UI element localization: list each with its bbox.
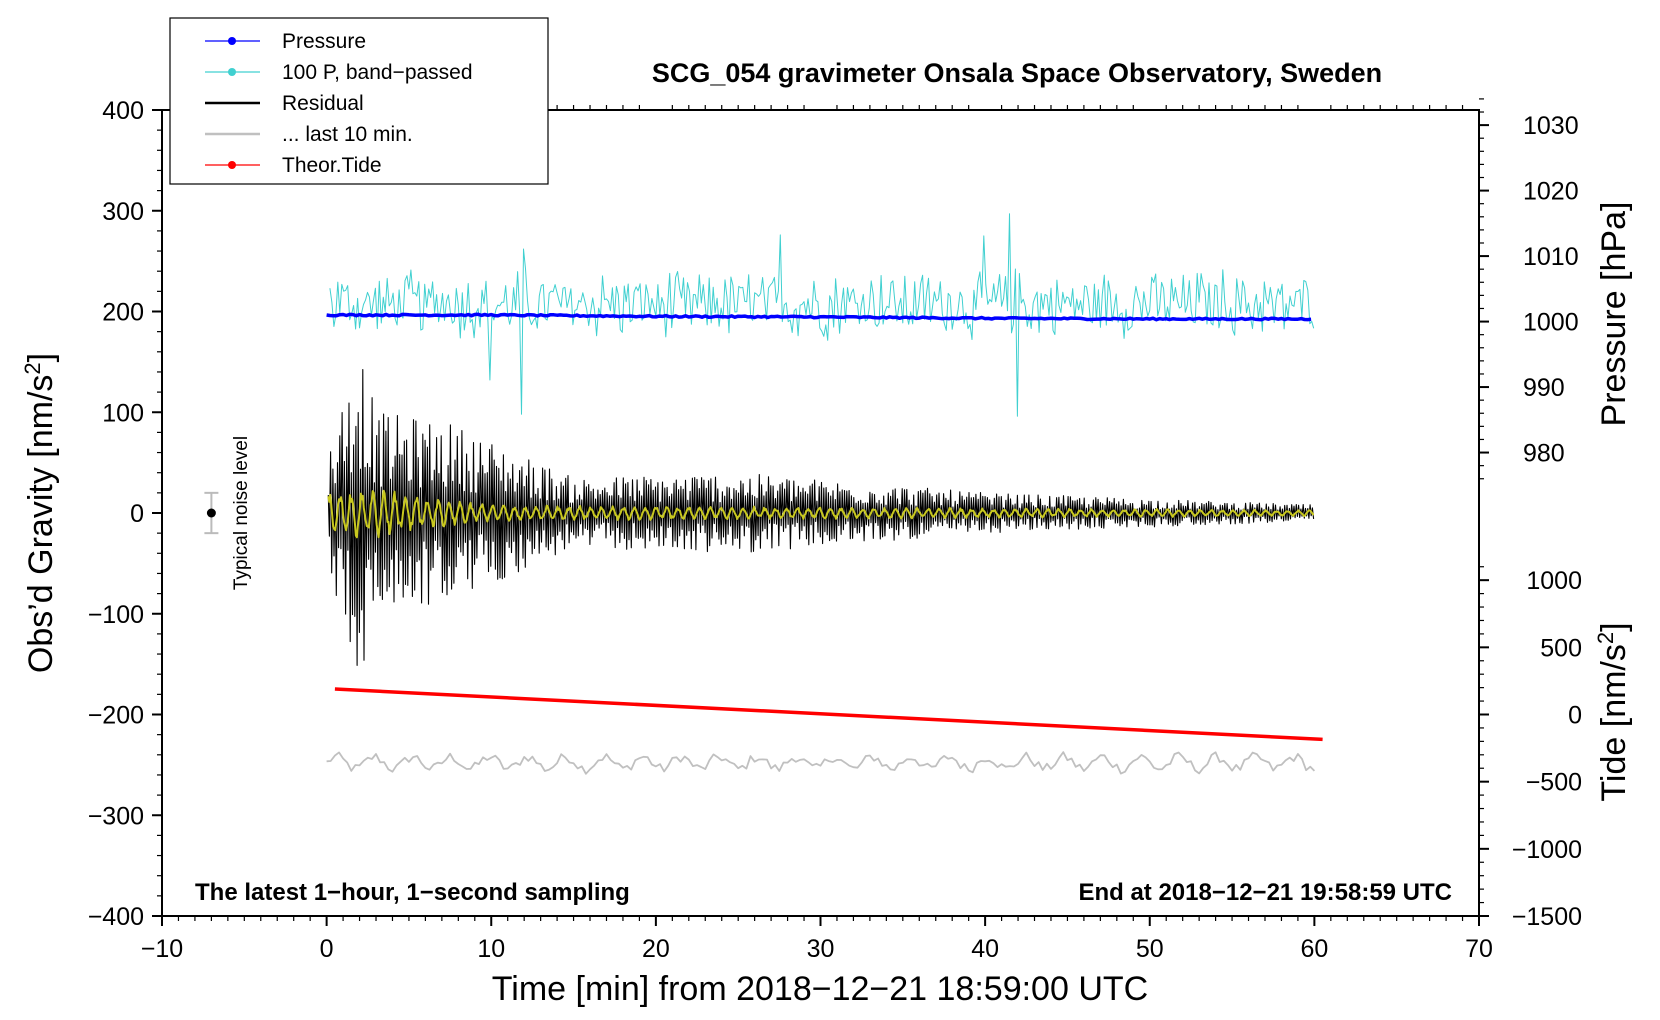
pressure-tick-label: 1010 xyxy=(1523,243,1579,271)
x-tick-label: 0 xyxy=(320,935,334,963)
series-filtered-residual xyxy=(327,489,1315,539)
annotation-end-time: End at 2018−12−21 19:58:59 UTC xyxy=(1078,879,1452,906)
y-left-tick-label: 300 xyxy=(102,198,144,226)
legend-marker xyxy=(228,161,236,169)
x-axis-title: Time [min] from 2018−12−21 18:59:00 UTC xyxy=(492,970,1148,1008)
y-right-tide-title-close: ] xyxy=(1595,622,1633,631)
legend-label: Pressure xyxy=(282,30,366,53)
series-layer xyxy=(326,213,1323,775)
legend-marker xyxy=(228,68,236,76)
y-left-axis-title-text: Obs’d Gravity [nm/s xyxy=(22,375,60,674)
x-tick-label: 50 xyxy=(1136,935,1164,963)
y-left-axis-title: Obs’d Gravity [nm/s2] xyxy=(20,353,60,673)
y-left-axis-title-sup: 2 xyxy=(20,362,45,374)
x-tick-label: 40 xyxy=(971,935,999,963)
y-left-tick-label: −100 xyxy=(88,601,144,629)
x-tick-label: 30 xyxy=(807,935,835,963)
ticks-layer: −10 0 10 20 30 40 50 60 704003002001000−100−200−… xyxy=(88,97,1582,963)
tide-tick-label: −500 xyxy=(1526,769,1582,797)
pressure-tick-label: 1020 xyxy=(1523,178,1579,206)
legend-entries: Pressure 100 P, band−passed Residual ... la… xyxy=(205,30,473,177)
legend-label: 100 P, band−passed xyxy=(282,61,473,84)
x-tick-label: 60 xyxy=(1300,935,1328,963)
series-band-passed-pressure xyxy=(329,213,1315,417)
y-left-tick-label: 100 xyxy=(102,399,144,427)
tide-tick-label: 500 xyxy=(1540,634,1582,662)
pressure-tick-label: 990 xyxy=(1523,374,1565,402)
series-pressure xyxy=(326,312,1312,322)
legend-label: Residual xyxy=(282,92,364,115)
x-tick-label: 20 xyxy=(642,935,670,963)
series-last-10-min xyxy=(326,751,1316,775)
pressure-tick-label: 1030 xyxy=(1523,112,1579,140)
x-tick-label: 10 xyxy=(477,935,505,963)
tide-tick-label: −1500 xyxy=(1512,903,1582,931)
noise-dot xyxy=(206,508,216,518)
legend-label: ... last 10 min. xyxy=(282,123,413,146)
chart-title: SCG_054 gravimeter Onsala Space Observat… xyxy=(652,58,1382,88)
tide-tick-label: −1000 xyxy=(1512,836,1582,864)
noise-level-marker: Typical noise level xyxy=(204,436,252,590)
y-left-tick-label: −300 xyxy=(88,802,144,830)
series-theoretical-tide xyxy=(334,687,1323,742)
y-left-tick-label: 200 xyxy=(102,299,144,327)
x-tick-label: 70 xyxy=(1465,935,1493,963)
y-right-tide-title-sup: 2 xyxy=(1593,632,1618,644)
legend: Pressure 100 P, band−passed Residual ... la… xyxy=(169,17,549,185)
noise-level-label: Typical noise level xyxy=(231,436,252,590)
tide-tick-label: 0 xyxy=(1568,702,1582,730)
legend-label: Theor.Tide xyxy=(282,154,382,177)
y-right-tide-title-text: Tide [nm/s xyxy=(1595,644,1633,801)
tide-tick-label: 1000 xyxy=(1526,567,1582,595)
y-left-axis-title-close: ] xyxy=(22,353,60,362)
legend-box xyxy=(169,17,549,185)
y-left-tick-label: 0 xyxy=(130,500,144,528)
pressure-tick-label: 980 xyxy=(1523,440,1565,468)
x-tick-label: −10 xyxy=(141,935,183,963)
y-right-pressure-title: Pressure [hPa] xyxy=(1595,202,1633,427)
pressure-tick-label: 1000 xyxy=(1523,309,1579,337)
y-left-tick-label: 400 xyxy=(102,97,144,125)
y-right-tide-title: Tide [nm/s2] xyxy=(1593,622,1633,801)
y-left-tick-label: −400 xyxy=(88,903,144,931)
legend-marker xyxy=(228,37,236,45)
annotation-sampling: The latest 1−hour, 1−second sampling xyxy=(195,879,630,906)
y-left-tick-label: −200 xyxy=(88,702,144,730)
